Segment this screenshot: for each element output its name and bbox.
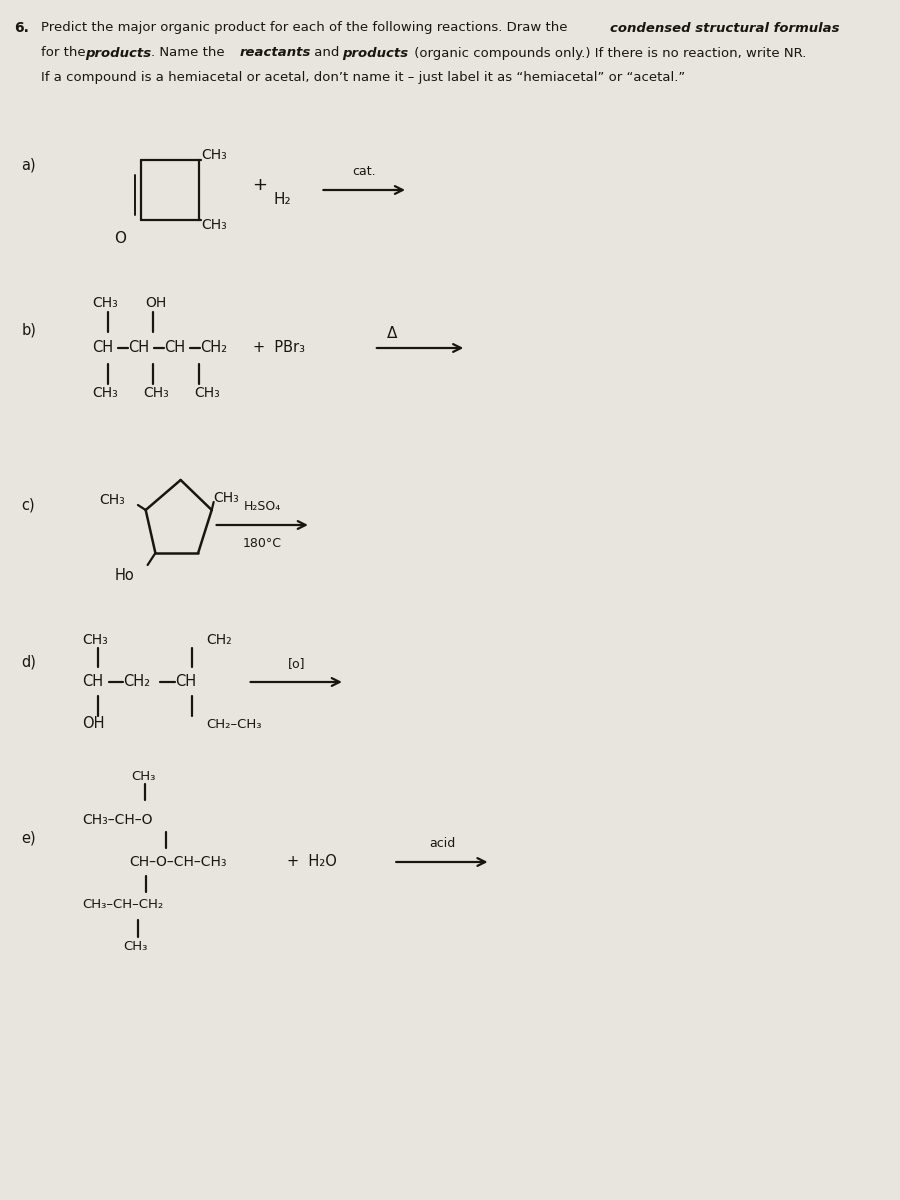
Text: H₂: H₂ [274, 192, 292, 208]
Text: Predict the major organic product for each of the following reactions. Draw the: Predict the major organic product for ea… [40, 22, 572, 35]
Text: products: products [86, 47, 151, 60]
Text: CH₃: CH₃ [93, 386, 118, 400]
Text: products: products [342, 47, 408, 60]
Text: CH: CH [164, 341, 185, 355]
Text: CH: CH [93, 341, 113, 355]
Text: a): a) [22, 157, 36, 173]
Text: OH: OH [83, 716, 105, 732]
Text: and: and [310, 47, 344, 60]
Text: c): c) [22, 498, 35, 512]
Text: If a compound is a hemiacetal or acetal, don’t name it – just label it as “hemia: If a compound is a hemiacetal or acetal,… [40, 72, 685, 84]
Text: Δ: Δ [386, 325, 397, 341]
Text: +  H₂O: + H₂O [286, 854, 337, 870]
Text: CH₂: CH₂ [206, 634, 231, 647]
Text: H₂SO₄: H₂SO₄ [244, 500, 281, 514]
Text: CH–O–CH–CH₃: CH–O–CH–CH₃ [130, 854, 227, 869]
Text: CH₃–CH–O: CH₃–CH–O [83, 814, 153, 827]
Text: CH₃: CH₃ [194, 386, 220, 400]
Text: OH: OH [146, 296, 166, 310]
Text: CH₃: CH₃ [201, 148, 227, 162]
Text: CH: CH [83, 674, 104, 690]
Text: [o]: [o] [287, 658, 305, 670]
Text: for the: for the [40, 47, 90, 60]
Text: b): b) [22, 323, 36, 337]
Text: CH₃: CH₃ [83, 634, 108, 647]
Text: O: O [113, 230, 126, 246]
Text: CH₃: CH₃ [213, 491, 239, 505]
Text: CH₂–CH₃: CH₂–CH₃ [206, 718, 261, 731]
Text: +  PBr₃: + PBr₃ [253, 341, 304, 355]
Text: CH₂: CH₂ [200, 341, 227, 355]
Text: (organic compounds only.) If there is no reaction, write NR.: (organic compounds only.) If there is no… [410, 47, 806, 60]
Text: CH: CH [128, 341, 149, 355]
Text: 6.: 6. [14, 20, 30, 35]
Text: acid: acid [428, 838, 455, 850]
Text: +: + [253, 176, 267, 194]
Text: CH₃: CH₃ [144, 386, 169, 400]
Text: 180°C: 180°C [243, 538, 282, 550]
Text: CH: CH [175, 674, 196, 690]
Text: CH₃–CH–CH₂: CH₃–CH–CH₂ [83, 898, 164, 911]
Text: CH₃: CH₃ [201, 218, 227, 232]
Text: . Name the: . Name the [150, 47, 229, 60]
Text: Ho: Ho [114, 568, 134, 582]
Text: CH₂: CH₂ [123, 674, 150, 690]
Text: CH₃: CH₃ [93, 296, 118, 310]
Text: condensed structural formulas: condensed structural formulas [610, 22, 840, 35]
Text: d): d) [22, 654, 36, 670]
Text: CH₃: CH₃ [99, 493, 125, 508]
Text: CH₃: CH₃ [131, 770, 156, 784]
Text: CH₃: CH₃ [123, 941, 148, 954]
Text: e): e) [22, 830, 36, 846]
Text: cat.: cat. [353, 164, 376, 178]
Text: reactants: reactants [240, 47, 311, 60]
